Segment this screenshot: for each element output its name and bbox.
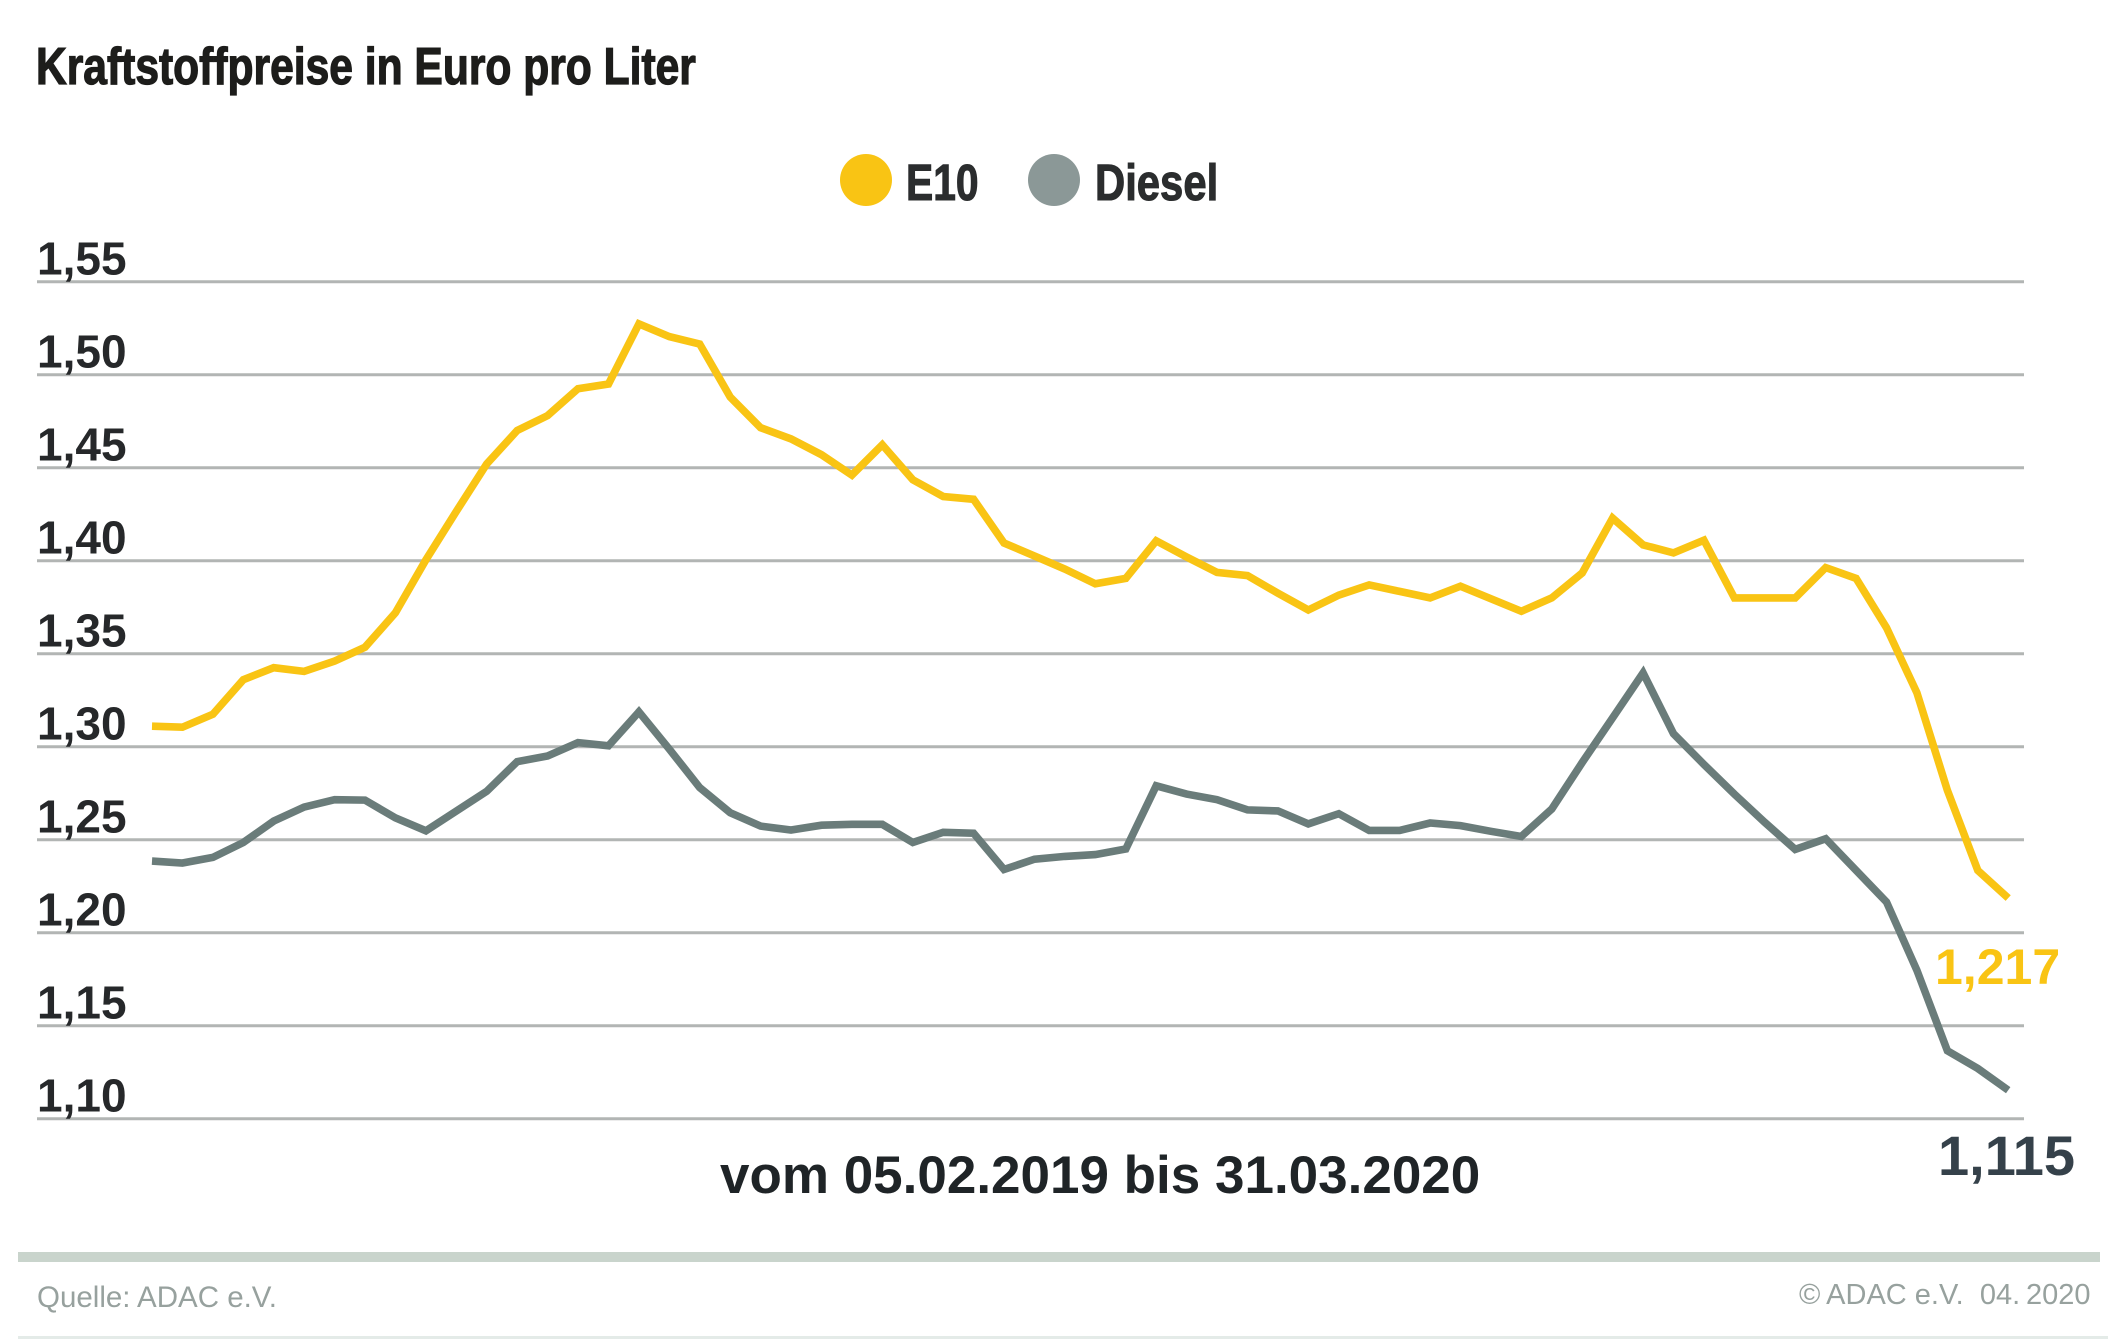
svg-text:1,25: 1,25	[37, 791, 127, 843]
svg-text:1,55: 1,55	[37, 233, 127, 285]
svg-text:1,40: 1,40	[37, 512, 127, 564]
svg-text:1,30: 1,30	[37, 698, 127, 750]
svg-text:Kraftstoffpreise in Euro pro L: Kraftstoffpreise in Euro pro Liter	[36, 38, 696, 96]
svg-text:1,115: 1,115	[1938, 1124, 2075, 1187]
svg-text:1,45: 1,45	[37, 419, 127, 471]
svg-text:1,217: 1,217	[1935, 939, 2060, 995]
svg-text:Quelle: ADAC e.V.: Quelle: ADAC e.V.	[37, 1281, 277, 1314]
svg-text:1,10: 1,10	[37, 1070, 127, 1122]
svg-text:E10: E10	[906, 154, 979, 211]
svg-text:1,35: 1,35	[37, 605, 127, 657]
svg-text:vom 05.02.2019 bis 31.03.2020: vom 05.02.2019 bis 31.03.2020	[720, 1146, 1480, 1205]
svg-text:© ADAC e.V. 04. 2020: © ADAC e.V. 04. 2020	[1799, 1279, 2090, 1311]
svg-text:1,20: 1,20	[37, 884, 127, 936]
svg-text:1,15: 1,15	[37, 977, 127, 1029]
svg-text:Diesel: Diesel	[1095, 154, 1218, 211]
svg-text:1,50: 1,50	[37, 326, 127, 378]
